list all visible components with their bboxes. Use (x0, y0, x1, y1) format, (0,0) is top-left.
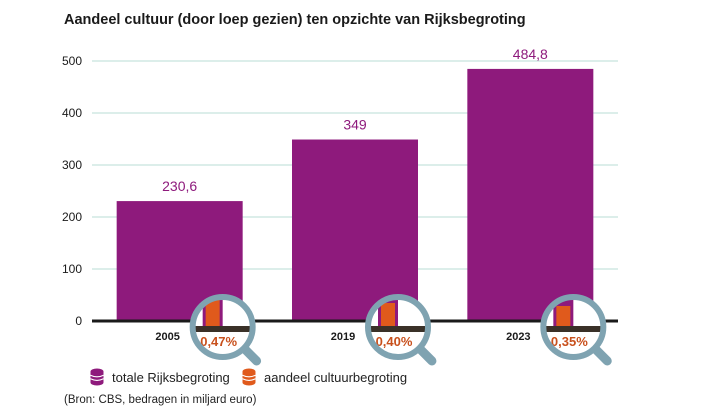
magnifier-2005: 0,47% (189, 294, 262, 366)
x-tick-label-2023: 2023 (506, 331, 530, 343)
y-tick-label-400: 400 (62, 106, 82, 120)
value-label-2023: 484,8 (513, 46, 548, 62)
y-tick-label-500: 500 (62, 54, 82, 68)
legend-item-share: aandeel cultuurbegroting (242, 368, 407, 386)
y-tick-label-0: 0 (75, 314, 82, 328)
source-note: (Bron: CBS, bedragen in miljard euro) (64, 394, 257, 406)
magnifier-2019: 0,40% (365, 294, 437, 366)
share-label-2019: 0,40% (376, 334, 413, 349)
magnifier-2023: 0,35% (540, 294, 612, 366)
bars: 230,6 349 484,8 (116, 46, 594, 322)
share-label-2005: 0,47% (200, 334, 237, 349)
magnifier-ring-2005 (189, 294, 256, 360)
magnifier-handle-2005 (239, 343, 262, 366)
x-axis: 2005 2019 2023 (92, 319, 618, 343)
magnifier-ring-2019 (365, 294, 431, 360)
x-tick-label-2005: 2005 (155, 331, 179, 343)
legend-label-share: aandeel cultuurbegroting (264, 369, 408, 385)
share-bar-2005 (205, 298, 220, 327)
y-tick-label-100: 100 (62, 262, 82, 276)
chart-title: Aandeel cultuur (door loep gezien) ten o… (64, 12, 526, 28)
magnifier-handle-2019 (414, 343, 437, 366)
bar-2023 (467, 68, 594, 322)
y-tick-label-300: 300 (62, 158, 82, 172)
legend-label-total: totale Rijksbegroting (112, 369, 230, 385)
bar-2019 (292, 139, 418, 321)
database-icon-purple (90, 368, 104, 386)
value-label-2019: 349 (343, 117, 367, 133)
magnifier-handle-2023 (590, 343, 612, 366)
value-label-2005: 230,6 (162, 178, 197, 194)
legend-item-total: totale Rijksbegroting (90, 368, 230, 386)
magnifier-overlays: 0,47% 0,40% 0,35% (189, 294, 612, 366)
share-bar-2023 (556, 306, 571, 327)
magnifier-ring-2023 (540, 294, 607, 360)
database-icon-orange (242, 368, 256, 386)
share-label-2023: 0,35% (551, 334, 588, 349)
zoomed-axis-2023 (545, 326, 602, 332)
y-tick-label-200: 200 (62, 210, 82, 224)
x-tick-label-2019: 2019 (331, 331, 355, 343)
zoomed-axis-2005 (194, 326, 251, 332)
share-bar-2019 (381, 303, 395, 327)
y-axis-ticks: 0 100 200 300 400 500 (62, 54, 82, 328)
zoomed-axis-2019 (370, 326, 426, 332)
